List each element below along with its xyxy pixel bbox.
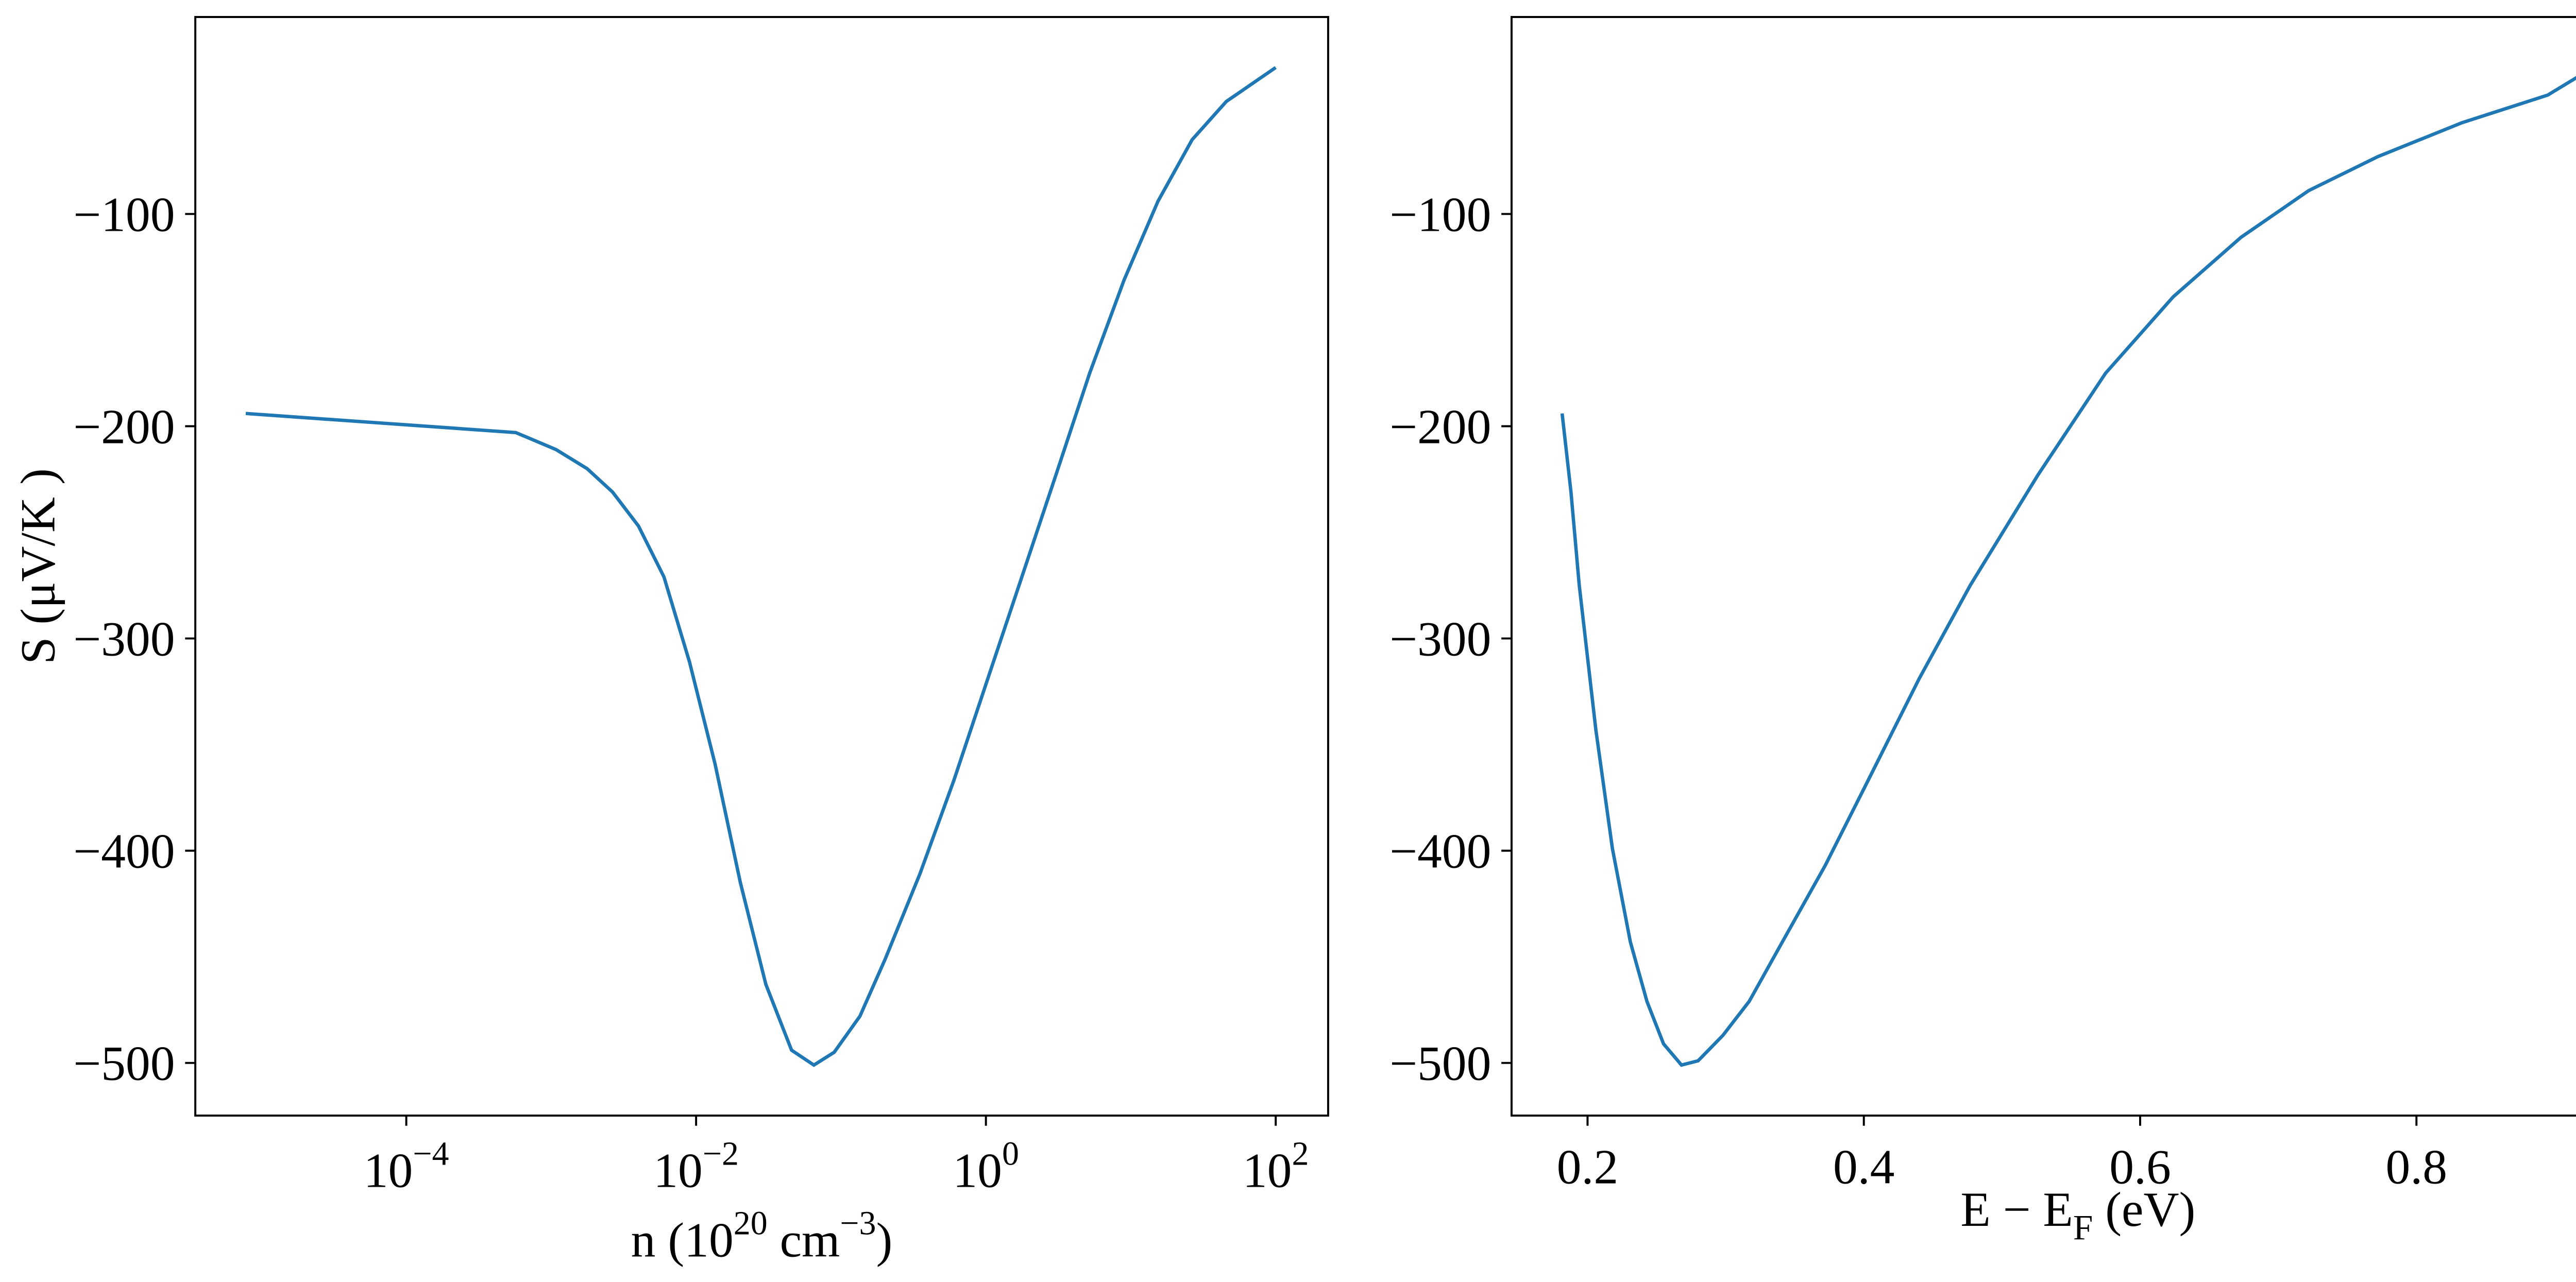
x-tick-label: 100 bbox=[953, 1135, 1019, 1198]
y-axis-label: S (μV/K ) bbox=[10, 468, 65, 664]
x-tick-label: 10−4 bbox=[364, 1135, 449, 1198]
x-axis-label: E − EF (eV) bbox=[1960, 1182, 2195, 1247]
x-tick-label: 0.4 bbox=[1833, 1140, 1895, 1194]
y-tick-label: −500 bbox=[1389, 1036, 1491, 1091]
axes-frame bbox=[194, 16, 1329, 1117]
data-line bbox=[245, 66, 1277, 1067]
x-label-part: 20 bbox=[734, 1205, 768, 1242]
y-tick-label: −300 bbox=[73, 612, 175, 666]
x-tick-label: 0.8 bbox=[2386, 1140, 2448, 1194]
tick-base: 10 bbox=[1243, 1143, 1292, 1198]
subplot: 0.2 0.4 0.6 0.8 −100 −200 −300 −400 −500 E − EF (… bbox=[1389, 16, 2576, 1247]
tick-base: 10 bbox=[364, 1143, 413, 1198]
y-tick-label: −500 bbox=[73, 1036, 175, 1091]
data-line bbox=[1560, 76, 2576, 1067]
x-label-part: (eV) bbox=[2093, 1182, 2195, 1237]
y-tick-label: −200 bbox=[73, 399, 175, 454]
tick-exponent: −2 bbox=[703, 1135, 739, 1172]
y-tick-label: −300 bbox=[1389, 612, 1491, 666]
x-label-part: F bbox=[2073, 1208, 2093, 1247]
tick-exponent: 0 bbox=[1002, 1135, 1019, 1172]
axes-frame bbox=[1510, 16, 2576, 1117]
y-tick-label: −100 bbox=[73, 187, 175, 242]
x-label-part: ) bbox=[876, 1213, 893, 1268]
tick-exponent: 2 bbox=[1292, 1135, 1309, 1172]
y-tick-label: −400 bbox=[1389, 824, 1491, 879]
x-tick-label: 102 bbox=[1243, 1135, 1309, 1198]
x-tick-label: 0.6 bbox=[2109, 1140, 2171, 1194]
y-tick-label: −400 bbox=[73, 824, 175, 879]
x-tick-label: 10−2 bbox=[653, 1135, 739, 1198]
tick-base: 10 bbox=[653, 1143, 703, 1198]
x-tick-label: 0.2 bbox=[1557, 1140, 1619, 1194]
x-label-part: E − E bbox=[1960, 1182, 2073, 1237]
tick-exponent: −4 bbox=[413, 1135, 449, 1172]
y-tick-label: −200 bbox=[1389, 399, 1491, 454]
x-label-part: cm bbox=[768, 1213, 840, 1268]
x-label-part: −3 bbox=[840, 1205, 876, 1242]
tick-base: 10 bbox=[953, 1143, 1002, 1198]
x-axis-label: n (1020 cm−3) bbox=[631, 1205, 893, 1268]
y-tick-label: −100 bbox=[1389, 187, 1491, 242]
x-label-part: n (10 bbox=[631, 1213, 734, 1268]
